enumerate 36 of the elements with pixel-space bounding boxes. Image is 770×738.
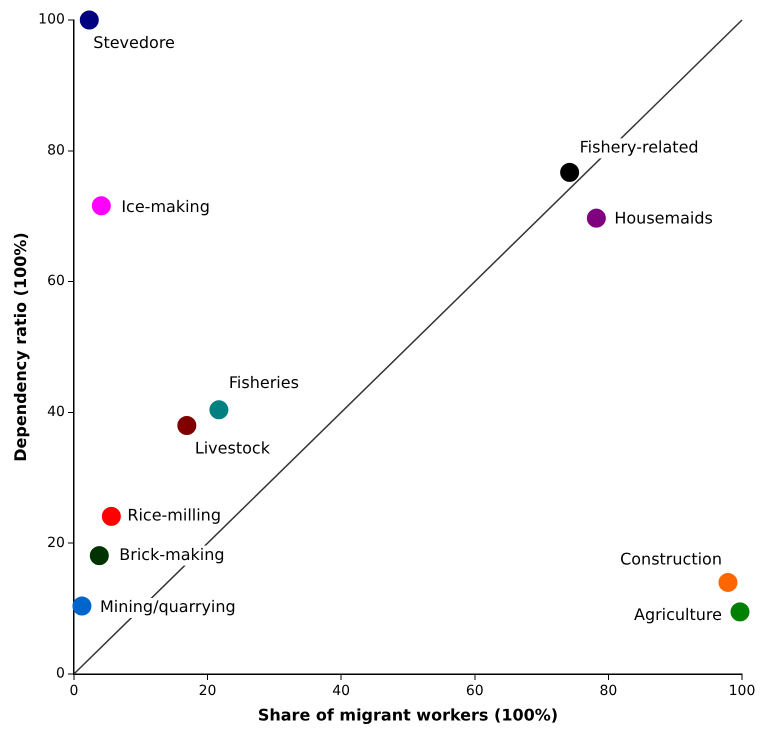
point bbox=[730, 602, 750, 622]
point bbox=[586, 208, 606, 228]
series-label: Fisheries bbox=[228, 372, 299, 392]
series-label: Rice-milling bbox=[127, 506, 221, 525]
series-label: Fishery-related bbox=[580, 138, 699, 157]
series-label: Mining/quarrying bbox=[100, 597, 236, 616]
x-tick-label: 40 bbox=[332, 683, 350, 700]
point bbox=[209, 400, 228, 420]
point bbox=[80, 10, 99, 30]
point bbox=[72, 596, 92, 616]
series-label: Construction bbox=[620, 550, 722, 569]
series-label: Stevedore bbox=[93, 33, 175, 52]
series-label: Ice-making bbox=[121, 196, 210, 216]
y-tick-label: 60 bbox=[47, 273, 65, 290]
point bbox=[90, 546, 109, 566]
x-tick-label: 20 bbox=[198, 683, 216, 700]
series-label: Brick-making bbox=[119, 544, 225, 564]
y-axis-title: Dependency ratio (100%) bbox=[10, 232, 30, 462]
x-tick-label: 80 bbox=[599, 683, 618, 700]
series-label: Housemaids bbox=[614, 208, 713, 228]
point bbox=[560, 162, 580, 182]
y-tick-label: 0 bbox=[56, 666, 65, 682]
x-tick-label: 0 bbox=[69, 683, 78, 700]
series-label: Livestock bbox=[194, 438, 271, 458]
x-axis-title: Share of migrant workers (100%) bbox=[258, 706, 558, 725]
y-tick-label: 20 bbox=[47, 534, 65, 551]
series-label: Agriculture bbox=[634, 605, 722, 624]
y-tick-label: 40 bbox=[47, 404, 65, 420]
point bbox=[177, 416, 196, 435]
point bbox=[92, 196, 111, 216]
x-tick-label: 100 bbox=[728, 683, 756, 700]
point bbox=[718, 572, 738, 592]
x-tick-label: 60 bbox=[466, 683, 484, 700]
y-tick-label: 100 bbox=[38, 12, 65, 28]
point bbox=[102, 506, 121, 526]
y-tick-label: 80 bbox=[47, 142, 65, 158]
